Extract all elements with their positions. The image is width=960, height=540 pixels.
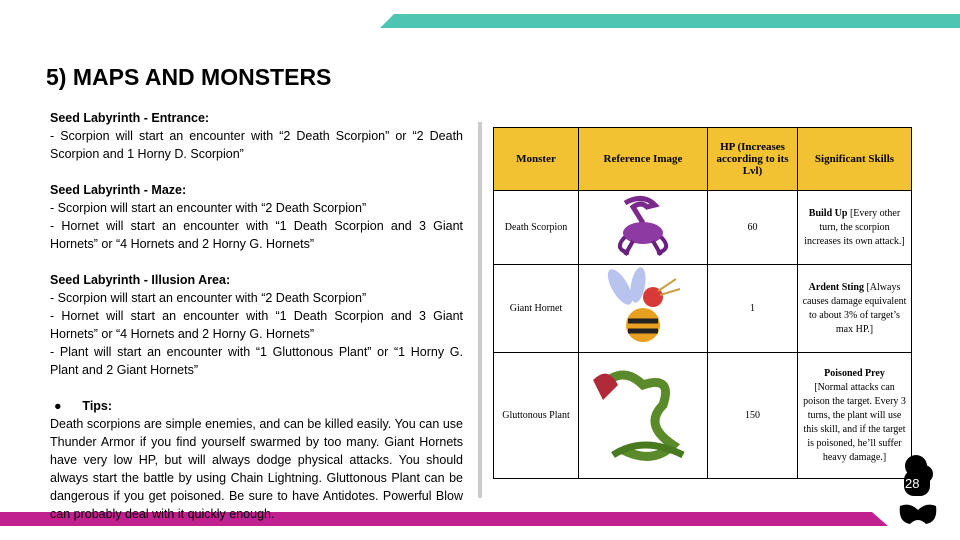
vertical-divider — [478, 122, 482, 498]
section-heading: Seed Labyrinth - Illusion Area: — [50, 273, 231, 287]
header-image: Reference Image — [578, 127, 708, 191]
tips-text: Death scorpions are simple enemies, and … — [50, 417, 463, 521]
top-accent-bar — [380, 14, 960, 28]
header-hp: HP (Increases according to its Lvl) — [707, 127, 798, 191]
tips-heading: ● Tips: — [54, 399, 113, 413]
table-header-row: Monster Reference Image HP (Increases ac… — [493, 127, 912, 191]
bullet-icon: ● — [54, 399, 62, 413]
monster-name: Death Scorpion — [493, 190, 579, 265]
section-line: - Scorpion will start an encounter with … — [50, 129, 463, 161]
section-heading: Seed Labyrinth - Entrance: — [50, 111, 210, 125]
section-line: - Scorpion will start an encounter with … — [50, 291, 367, 305]
skill-cell: Ardent Sting [Always causes damage equiv… — [797, 264, 912, 353]
monster-name: Gluttonous Plant — [493, 352, 579, 479]
skill-cell: Build Up [Every other turn, the scorpion… — [797, 190, 912, 265]
section-heading: Seed Labyrinth - Maze: — [50, 183, 187, 197]
table-row: Death Scorpion 60 Build Up [Every other … — [493, 190, 912, 265]
section-line: - Scorpion will start an encounter with … — [50, 201, 367, 215]
section-line: - Hornet will start an encounter with “1… — [50, 309, 463, 341]
header-monster: Monster — [493, 127, 579, 191]
slide-title: 5) MAPS AND MONSTERS — [46, 64, 332, 90]
table-row: Gluttonous Plant 150 Poisoned Prey [Norma… — [493, 352, 912, 479]
hornet-image — [578, 264, 708, 353]
skill-cell: Poisoned Prey [Normal attacks can poison … — [797, 352, 912, 479]
section-line: - Hornet will start an encounter with “1… — [50, 219, 463, 251]
bottom-accent-bar — [0, 512, 888, 526]
body-text: Seed Labyrinth - Entrance: - Scorpion wi… — [50, 109, 463, 523]
hp-value: 1 — [707, 264, 798, 353]
page-number: 28 — [905, 476, 920, 491]
monster-table: Monster Reference Image HP (Increases ac… — [493, 127, 912, 479]
scorpion-image — [578, 190, 708, 265]
plant-image — [578, 352, 708, 479]
section-line: - Plant will start an encounter with “1 … — [50, 345, 463, 377]
hp-value: 60 — [707, 190, 798, 265]
hp-value: 150 — [707, 352, 798, 479]
monster-name: Giant Hornet — [493, 264, 579, 353]
table-row: Giant Hornet 1 Ardent Sting [Always caus… — [493, 264, 912, 353]
header-skills: Significant Skills — [797, 127, 912, 191]
mascot-silhouette-icon — [899, 455, 937, 524]
